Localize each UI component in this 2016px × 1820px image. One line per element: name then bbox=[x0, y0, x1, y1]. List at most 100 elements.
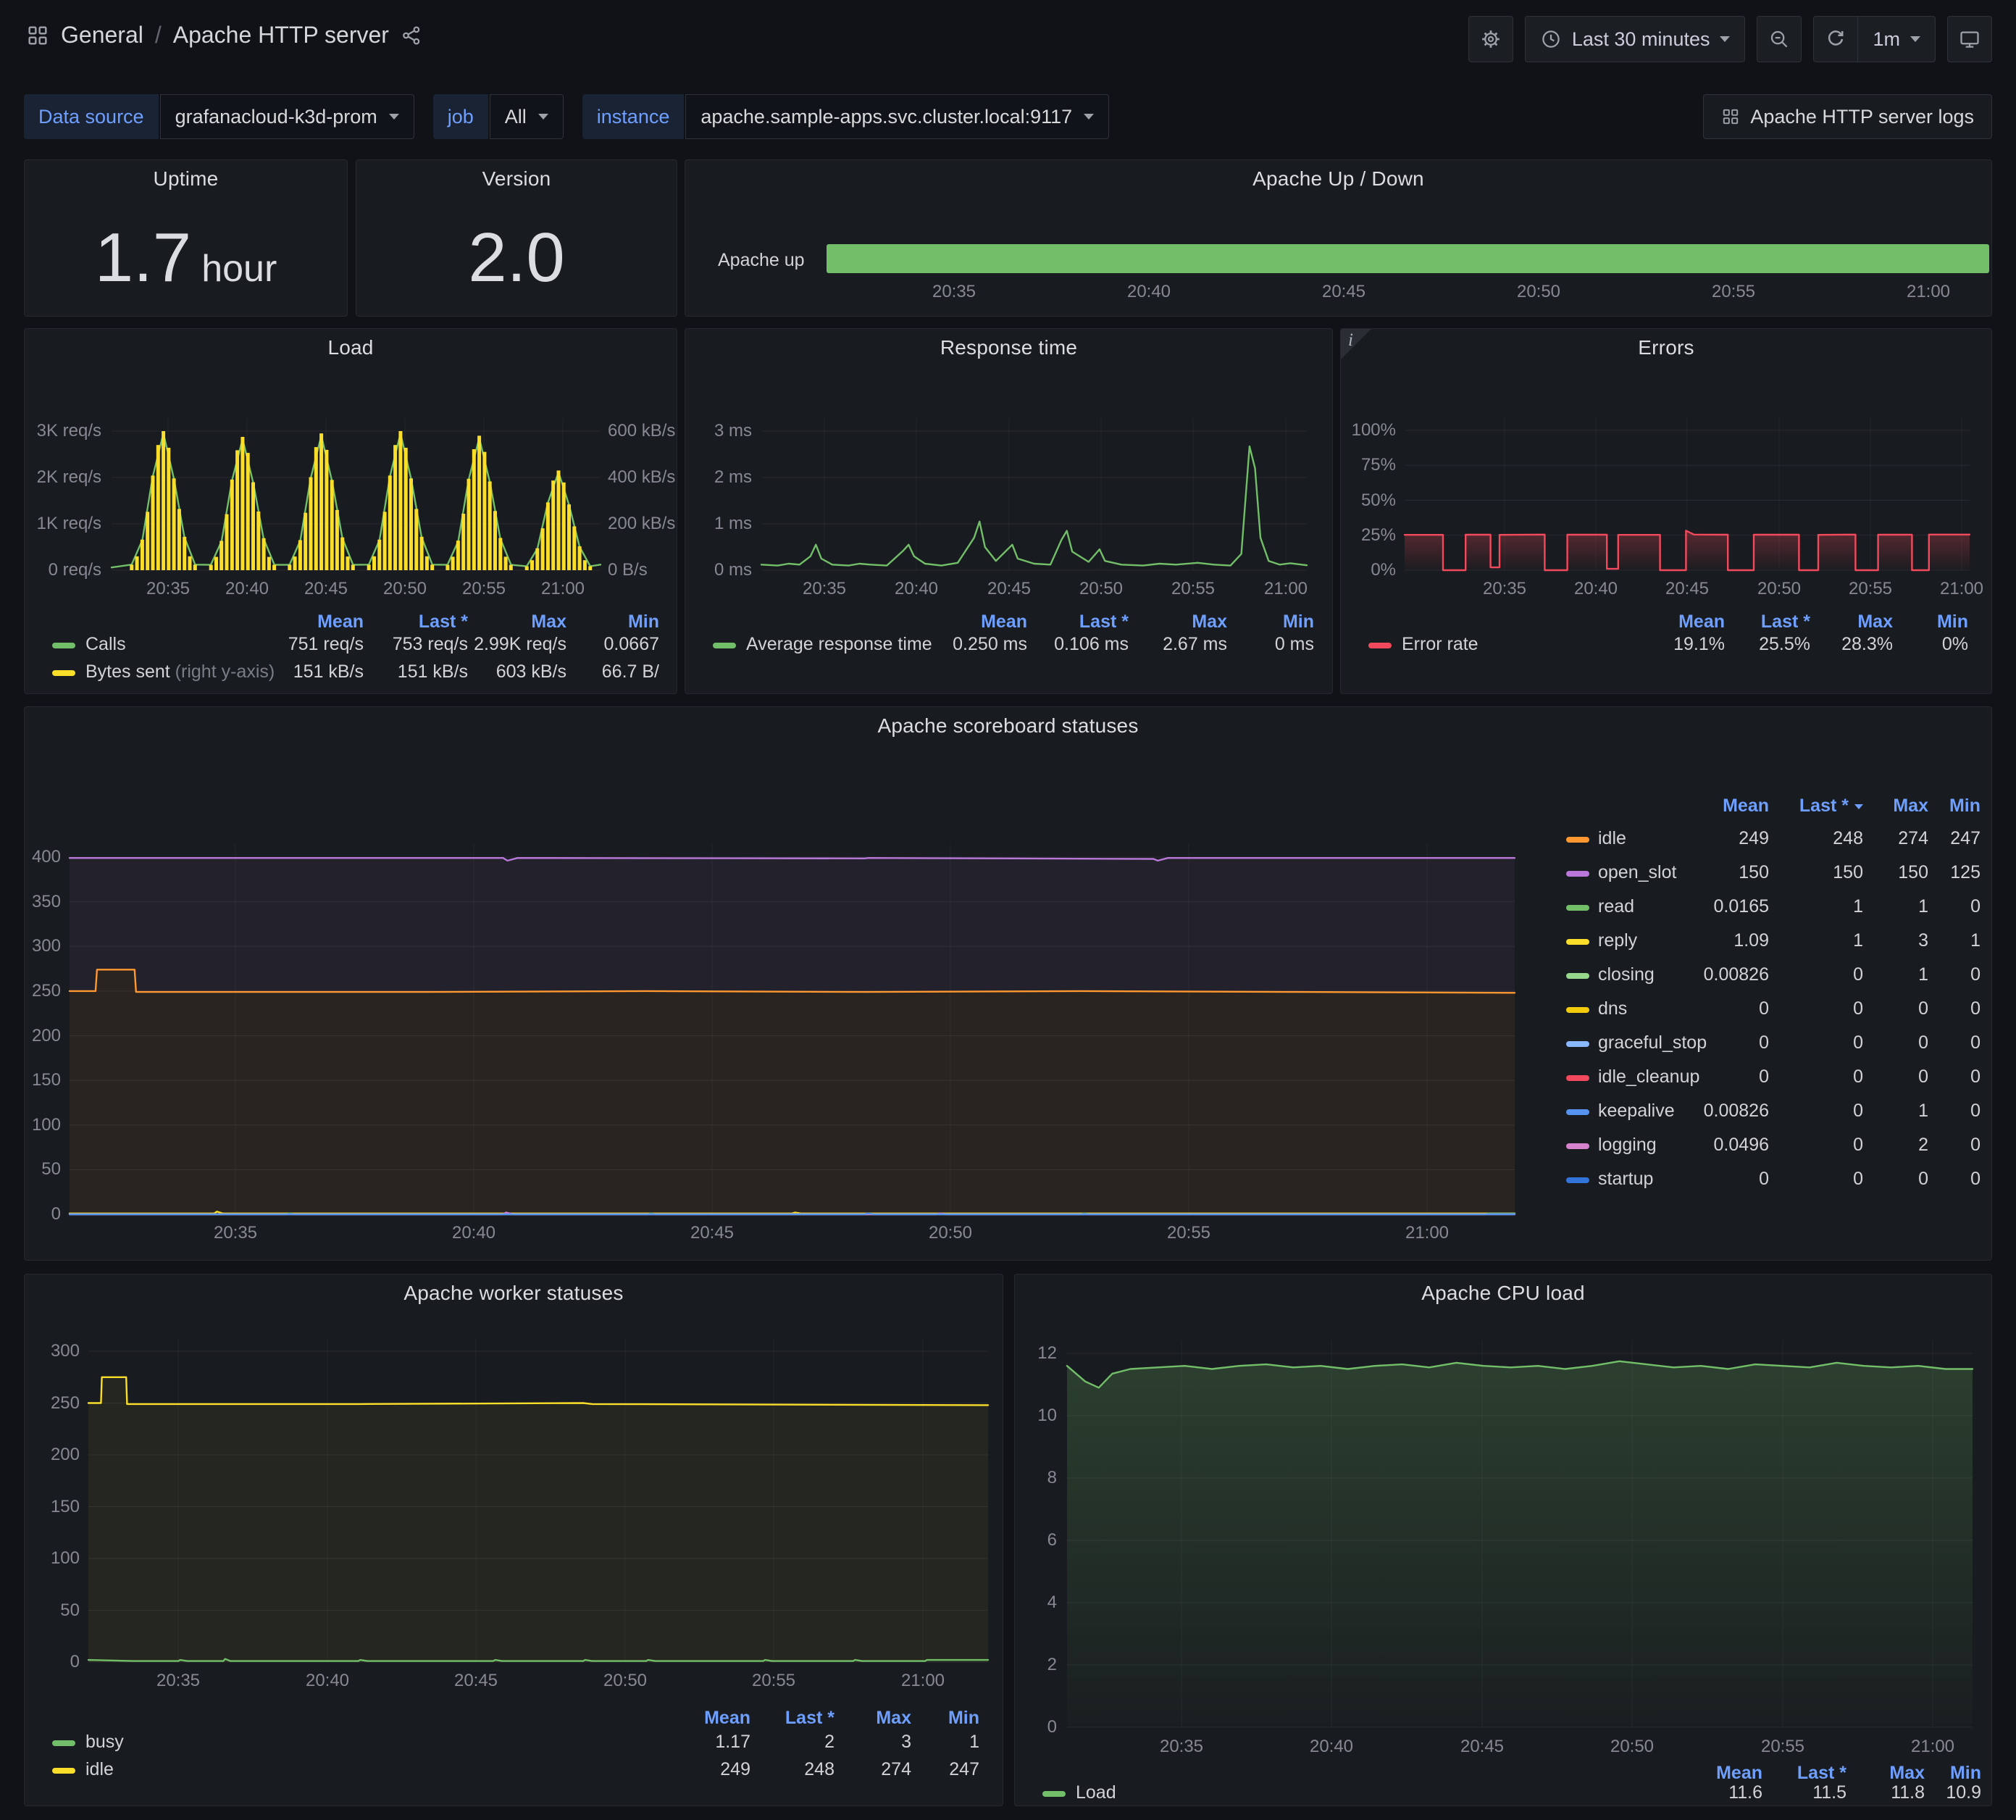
zoom-out-button[interactable] bbox=[1757, 16, 1802, 62]
time-range-picker[interactable]: Last 30 minutes bbox=[1524, 16, 1746, 62]
legend-swatch[interactable] bbox=[1566, 1075, 1589, 1081]
legend-swatch[interactable] bbox=[52, 1740, 75, 1746]
legend-swatch[interactable] bbox=[1566, 1143, 1589, 1149]
chart-plot-area[interactable] bbox=[761, 418, 1307, 570]
y-axis-label: 100 bbox=[50, 1548, 80, 1568]
legend-series-label[interactable]: Load bbox=[1076, 1782, 1116, 1803]
legend-series-label[interactable]: Error rate bbox=[1402, 634, 1478, 654]
legend-header-last[interactable]: Last * bbox=[785, 1708, 835, 1728]
legend-series-label[interactable]: Average response time bbox=[746, 634, 932, 654]
up-status-bar[interactable] bbox=[827, 244, 1989, 273]
legend-header-max[interactable]: Max bbox=[1893, 796, 1928, 816]
legend-swatch[interactable] bbox=[1042, 1791, 1066, 1797]
dashboards-grid-icon[interactable] bbox=[26, 24, 49, 47]
legend-swatch[interactable] bbox=[52, 643, 75, 648]
legend-swatch[interactable] bbox=[1566, 1109, 1589, 1115]
legend-header-min[interactable]: Min bbox=[1936, 611, 1968, 632]
legend-series-label[interactable]: reply bbox=[1598, 930, 1638, 951]
legend-series-label[interactable]: read bbox=[1598, 896, 1635, 917]
chart-plot-area[interactable] bbox=[88, 1338, 988, 1662]
legend-series-label[interactable]: open_slot bbox=[1598, 862, 1677, 882]
job-select[interactable]: All bbox=[489, 94, 564, 139]
legend-swatch[interactable] bbox=[52, 670, 75, 676]
legend-header-min[interactable]: Min bbox=[1282, 611, 1314, 632]
legend-value: 0.0667 bbox=[603, 634, 659, 654]
legend-series-label[interactable]: keepalive bbox=[1598, 1101, 1675, 1121]
x-axis-label: 20:55 bbox=[1711, 282, 1756, 301]
legend-series-label[interactable]: Calls bbox=[85, 634, 126, 654]
legend-header-mean[interactable]: Mean bbox=[981, 611, 1027, 632]
legend-value: 0 bbox=[1759, 1066, 1769, 1087]
legend-header-last[interactable]: Last * bbox=[1079, 611, 1129, 632]
panel-title[interactable]: Apache worker statuses bbox=[403, 1282, 624, 1304]
breadcrumb-section[interactable]: General bbox=[61, 22, 143, 48]
legend-value: 11.6 bbox=[1728, 1782, 1762, 1803]
legend-swatch[interactable] bbox=[1566, 973, 1589, 979]
legend-swatch[interactable] bbox=[1566, 905, 1589, 911]
legend-swatch[interactable] bbox=[1368, 643, 1392, 648]
legend-header-last[interactable]: Last * bbox=[1760, 611, 1810, 632]
panel-title[interactable]: Response time bbox=[940, 336, 1078, 359]
x-axis-label: 20:35 bbox=[1159, 1737, 1204, 1756]
x-axis-label: 20:35 bbox=[932, 282, 976, 301]
legend-swatch[interactable] bbox=[1566, 939, 1589, 945]
instance-select[interactable]: apache.sample-apps.svc.cluster.local:911… bbox=[685, 94, 1110, 139]
legend-header-max[interactable]: Max bbox=[531, 611, 566, 632]
legend-header-last[interactable]: Last * bbox=[418, 611, 468, 632]
chart-plot-area[interactable] bbox=[112, 418, 601, 570]
legend-header-min[interactable]: Min bbox=[627, 611, 659, 632]
legend-series-label[interactable]: Bytes sent (right y-axis) bbox=[85, 661, 275, 682]
legend-series-label[interactable]: logging bbox=[1598, 1135, 1657, 1155]
legend-header-max[interactable]: Max bbox=[876, 1708, 911, 1728]
legend-header-mean[interactable]: Mean bbox=[1716, 1763, 1762, 1783]
panel-title[interactable]: Apache Up / Down bbox=[1252, 167, 1424, 190]
legend-swatch[interactable] bbox=[1566, 837, 1589, 843]
legend-series-label[interactable]: idle bbox=[1598, 828, 1626, 848]
refresh-interval-picker[interactable]: 1m bbox=[1857, 16, 1936, 62]
legend-series-label[interactable]: busy bbox=[85, 1732, 124, 1752]
legend-header-mean[interactable]: Mean bbox=[1723, 796, 1769, 816]
legend-header-mean[interactable]: Mean bbox=[317, 611, 364, 632]
dashboard-settings-button[interactable] bbox=[1468, 16, 1513, 62]
panel-title[interactable]: Version bbox=[482, 167, 551, 190]
datasource-select[interactable]: grafanacloud-k3d-prom bbox=[159, 94, 414, 139]
legend-header-last[interactable]: Last * bbox=[1797, 1763, 1846, 1783]
panel-title[interactable]: Uptime bbox=[153, 167, 219, 190]
legend-header-min[interactable]: Min bbox=[1949, 796, 1981, 816]
y-axis-label: 25% bbox=[1360, 525, 1396, 545]
chart-plot-area[interactable] bbox=[1067, 1340, 1973, 1727]
legend-swatch[interactable] bbox=[1566, 1177, 1589, 1183]
legend-value: 751 req/s bbox=[288, 634, 364, 654]
refresh-button[interactable] bbox=[1813, 16, 1859, 62]
legend-header-mean[interactable]: Mean bbox=[704, 1708, 750, 1728]
panel-info-corner[interactable] bbox=[1341, 329, 1371, 359]
chart-plot-area[interactable] bbox=[70, 844, 1515, 1214]
share-icon[interactable] bbox=[401, 25, 422, 46]
panel-title[interactable]: Apache scoreboard statuses bbox=[877, 714, 1139, 737]
panel-title[interactable]: Errors bbox=[1638, 336, 1694, 359]
legend-header-min[interactable]: Min bbox=[1949, 1763, 1981, 1783]
apache-logs-button[interactable]: Apache HTTP server logs bbox=[1703, 94, 1992, 139]
legend-header-max[interactable]: Max bbox=[1889, 1763, 1925, 1783]
legend-header-mean[interactable]: Mean bbox=[1678, 611, 1725, 632]
legend-swatch[interactable] bbox=[713, 643, 736, 648]
legend-header-max[interactable]: Max bbox=[1857, 611, 1893, 632]
panel-title[interactable]: Apache CPU load bbox=[1421, 1282, 1585, 1304]
panel-title[interactable]: Load bbox=[327, 336, 374, 359]
legend-header-max[interactable]: Max bbox=[1192, 611, 1227, 632]
legend-swatch[interactable] bbox=[52, 1768, 75, 1774]
legend-series-label[interactable]: idle_cleanup bbox=[1598, 1066, 1700, 1087]
legend-header-min[interactable]: Min bbox=[948, 1708, 979, 1728]
legend-series-label[interactable]: graceful_stop bbox=[1598, 1032, 1707, 1053]
legend-series-label[interactable]: dns bbox=[1598, 998, 1628, 1019]
legend-swatch[interactable] bbox=[1566, 1007, 1589, 1013]
legend-series-label[interactable]: closing bbox=[1598, 964, 1655, 985]
refresh-icon bbox=[1825, 28, 1846, 50]
legend-swatch[interactable] bbox=[1566, 871, 1589, 877]
cycle-view-mode-button[interactable] bbox=[1947, 16, 1992, 62]
legend-header-last[interactable]: Last * bbox=[1704, 796, 1863, 817]
legend-series-label[interactable]: idle bbox=[85, 1759, 114, 1779]
legend-series-label[interactable]: startup bbox=[1598, 1169, 1654, 1189]
legend-swatch[interactable] bbox=[1566, 1041, 1589, 1047]
chart-plot-area[interactable] bbox=[1405, 417, 1970, 570]
